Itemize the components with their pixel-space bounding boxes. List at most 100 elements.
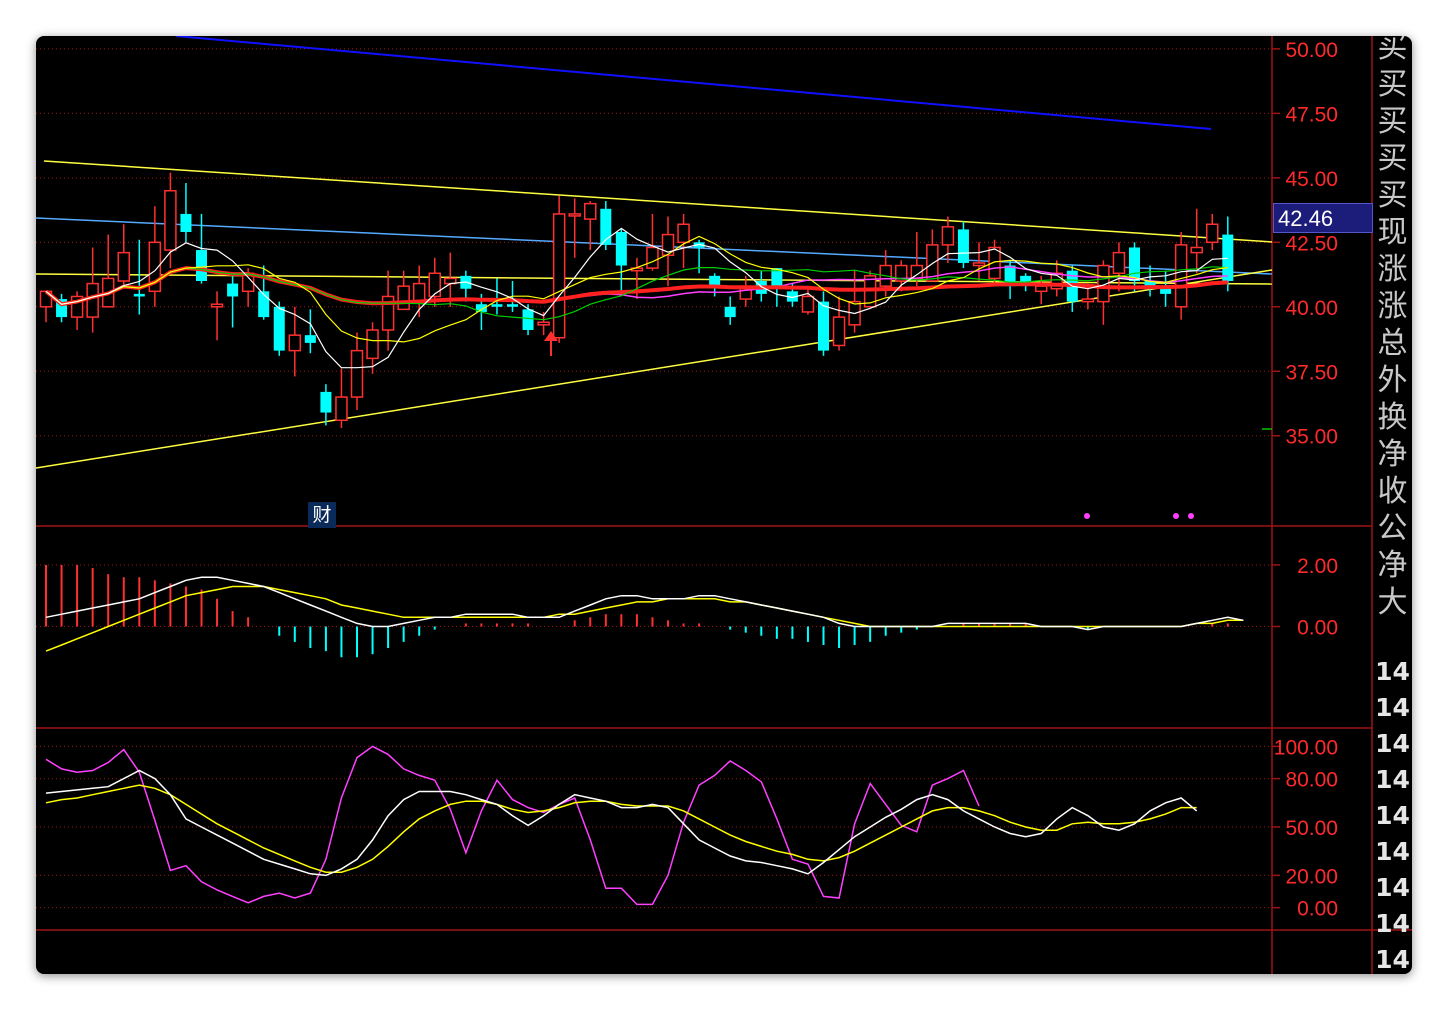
candle-body: [491, 304, 503, 307]
candle: [832, 296, 846, 351]
y-tick-label: 37.50: [1285, 361, 1338, 384]
candle-body: [397, 285, 410, 311]
candle-body: [1034, 285, 1048, 293]
candle-body: [584, 202, 597, 220]
candle: [801, 288, 815, 315]
candle-body: [661, 233, 675, 256]
ma10-line: [45, 235, 1228, 343]
candle-body: [117, 251, 130, 282]
finance-event-tag[interactable]: 财: [308, 502, 336, 528]
side-number: 14: [1375, 945, 1410, 974]
candlestick-layer: [39, 172, 1234, 428]
candle: [1129, 242, 1140, 292]
y-tick-label: 42.50: [1285, 232, 1338, 255]
signal-dot: [1188, 513, 1194, 519]
y-tick-label: 0.00: [1297, 898, 1338, 921]
candle-body: [304, 335, 316, 343]
candle-body: [428, 272, 441, 298]
candle-body: [335, 396, 348, 422]
y-axis-layer: 50.00 47.50 45.00 42.50 40.00 37.50 35.00 2.00 0…: [1272, 39, 1338, 921]
signal-dot: [1084, 513, 1090, 519]
y-tick-label: 50.00: [1285, 39, 1338, 62]
candle-body: [475, 304, 487, 312]
candle: [304, 309, 316, 354]
side-label: 总: [1377, 326, 1408, 361]
side-number: 14: [1375, 873, 1410, 902]
y-tick-label: 80.00: [1285, 769, 1338, 792]
candle: [1190, 208, 1203, 274]
candle-body: [210, 303, 224, 308]
candle: [335, 368, 348, 428]
candle: [350, 332, 364, 410]
candle: [1081, 283, 1095, 310]
candle: [988, 239, 1001, 287]
candle: [615, 229, 627, 294]
candle-body: [366, 329, 379, 360]
candle: [818, 291, 829, 356]
macd-dif-line: [45, 576, 1244, 631]
macd-layer: [45, 564, 1244, 658]
side-number: 14: [1375, 909, 1410, 938]
candle: [86, 247, 99, 333]
candle: [1222, 216, 1234, 292]
y-tick-label: 0.00: [1297, 617, 1338, 640]
candle: [320, 384, 332, 426]
candle: [460, 270, 472, 302]
side-label: 买: [1377, 178, 1408, 213]
candle: [56, 293, 68, 323]
candle: [1112, 242, 1126, 292]
candle-body: [70, 295, 84, 318]
candle: [288, 306, 302, 377]
y-tick-label: 20.00: [1285, 865, 1338, 888]
trend-line: [175, 36, 1212, 130]
y-tick-label: 2.00: [1297, 555, 1338, 578]
candle-body: [972, 262, 986, 267]
candle-body: [133, 293, 145, 297]
candle: [972, 242, 986, 281]
candle-body: [273, 306, 285, 351]
side-number: 14: [1375, 837, 1410, 866]
candle-body: [56, 299, 68, 318]
side-number: 14: [1375, 693, 1410, 722]
candle: [381, 270, 395, 351]
candle: [568, 198, 581, 258]
kdj-d-line: [45, 784, 1197, 873]
candle-body: [164, 189, 177, 251]
candle: [491, 278, 503, 315]
trend-line: [36, 273, 1273, 285]
side-label: 净: [1377, 548, 1408, 583]
candle-body: [724, 306, 736, 318]
candle: [677, 213, 690, 269]
candle-body: [1222, 234, 1234, 281]
trend-line: [36, 269, 1273, 469]
candle: [926, 229, 939, 282]
candle: [258, 265, 270, 320]
kdj-k-line: [45, 769, 1198, 877]
candle-body: [196, 250, 207, 281]
y-tick-label: 47.50: [1285, 103, 1338, 126]
side-number: 14: [1375, 729, 1410, 758]
stock-chart-window: 50.00 47.50 45.00 42.50 40.00 37.50 35.00 2.00 0…: [36, 36, 1412, 974]
candle-body: [677, 223, 690, 244]
candle-body: [522, 309, 534, 330]
trend-line: [43, 160, 1273, 243]
y-tick-label: 40.00: [1285, 297, 1338, 320]
candle-body: [1112, 251, 1126, 275]
candle-body: [552, 213, 566, 339]
candle-body: [381, 295, 395, 331]
side-number: 14: [1375, 765, 1410, 794]
side-label: 现: [1377, 215, 1408, 250]
side-label: 买: [1377, 141, 1408, 176]
candle-body: [537, 321, 550, 326]
candle: [70, 291, 84, 330]
candle: [273, 301, 285, 356]
candle-body: [1004, 265, 1016, 287]
macd-dea-line: [45, 585, 1244, 652]
candle-body: [832, 316, 846, 347]
candle: [584, 201, 597, 251]
candle: [117, 224, 130, 289]
candle: [227, 275, 239, 328]
candle: [552, 195, 566, 343]
side-label: 买: [1377, 67, 1408, 102]
candle: [1206, 213, 1219, 251]
